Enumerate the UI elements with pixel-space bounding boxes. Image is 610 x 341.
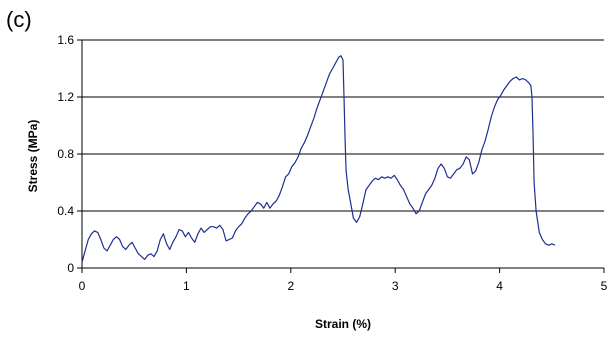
x-axis-title: Strain (%) [315, 317, 371, 331]
y-tick-label: 1.2 [57, 90, 74, 104]
axes [77, 39, 605, 273]
x-tick-label: 0 [79, 279, 86, 293]
x-tick-label: 3 [392, 279, 399, 293]
y-axis-title: Stress (MPa) [26, 120, 40, 193]
gridlines [82, 39, 604, 212]
x-tick-label: 4 [496, 279, 503, 293]
y-tick-label: 0 [67, 261, 74, 275]
y-tick-label: 1.6 [57, 33, 74, 47]
series-line-0 [81, 55, 556, 263]
panel-label: (c) [6, 7, 32, 32]
y-tick-label: 0.8 [57, 147, 74, 161]
x-tick-label: 5 [601, 279, 608, 293]
y-tick-label: 0.4 [57, 204, 74, 218]
series-layer [81, 55, 556, 263]
x-tick-label: 2 [287, 279, 294, 293]
x-tick-label: 1 [183, 279, 190, 293]
tick-labels: 0 0.4 0.8 1.2 1.6 0 1 2 3 4 5 [57, 33, 607, 293]
